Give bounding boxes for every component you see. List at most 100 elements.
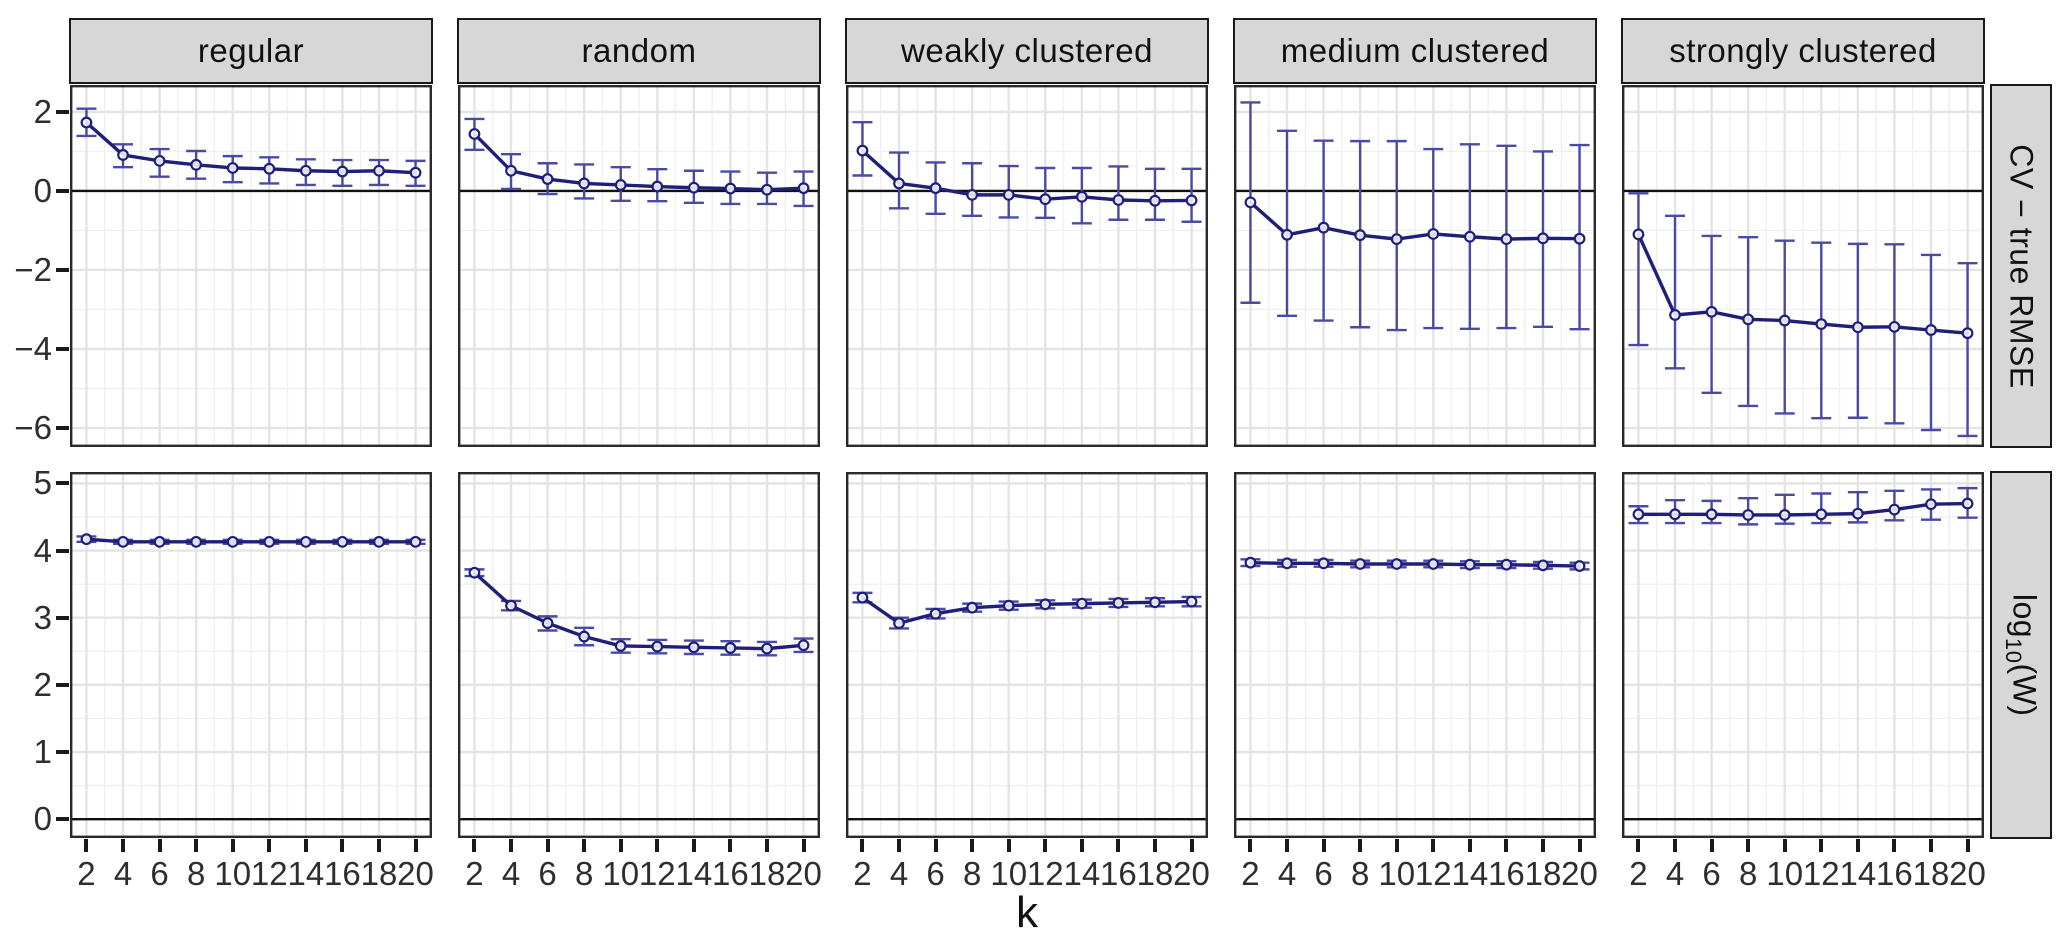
x-tick-label: 6: [1314, 855, 1333, 892]
x-tick-label: 8: [1738, 855, 1758, 892]
x-tick-label: 18: [360, 855, 398, 892]
data-point-marker: [1815, 508, 1828, 521]
data-point-marker: [1463, 230, 1476, 243]
data-point-marker: [1851, 321, 1864, 334]
data-point-marker: [1778, 314, 1791, 327]
error-bar: [1035, 166, 1056, 219]
data-point-marker: [1778, 509, 1791, 521]
data-point-marker: [1112, 194, 1125, 206]
x-tick-label: 8: [574, 855, 594, 892]
y-tick-mark: [56, 267, 69, 272]
x-tick-label: 12: [250, 855, 288, 892]
series-line: [1636, 501, 1970, 517]
x-tick-label: 10: [1378, 855, 1416, 892]
x-tick-mark: [860, 839, 865, 852]
data-point-marker: [373, 535, 385, 548]
data-point-marker: [1537, 232, 1549, 245]
data-point-marker: [153, 535, 166, 548]
y-tick-label: 2: [33, 92, 52, 130]
panel-plot: [70, 85, 432, 447]
x-tick-label: 10: [1766, 855, 1804, 892]
x-tick-label: 12: [638, 855, 676, 892]
data-point-marker: [1185, 194, 1198, 207]
facet-strip-row-label: CV − true RMSE: [2003, 143, 2040, 389]
x-tick-label: 2: [853, 855, 872, 892]
panel-log10(W)-random: [458, 472, 820, 838]
x-tick-label: 20: [397, 855, 434, 892]
y-tick-label: 1: [33, 733, 52, 771]
data-point-marker: [1112, 597, 1125, 609]
data-point-marker: [724, 182, 737, 195]
y-tick-mark: [56, 682, 69, 687]
y-tick-label: −6: [14, 409, 52, 447]
x-tick-label: 2: [465, 855, 484, 892]
x-tick-mark: [340, 839, 345, 852]
data-point-marker: [80, 116, 93, 129]
y-tick-label: 4: [33, 531, 52, 569]
x-tick-mark: [472, 839, 477, 852]
x-tick-label: 8: [1350, 855, 1370, 892]
x-tick-label: 16: [712, 855, 749, 892]
y-tick-mark: [56, 346, 69, 351]
x-tick-mark: [157, 839, 162, 852]
data-point-marker: [797, 182, 810, 195]
x-tick-mark: [1782, 839, 1787, 852]
x-tick-mark: [933, 839, 938, 852]
data-point-marker: [1705, 305, 1718, 318]
data-point-marker: [1039, 193, 1052, 206]
data-point-marker: [1632, 228, 1645, 241]
x-tick-mark: [1504, 839, 1509, 852]
data-point-marker: [1669, 309, 1681, 321]
data-point-marker: [1354, 229, 1367, 242]
x-tick-label: 14: [1063, 855, 1101, 892]
x-tick-label: 4: [501, 855, 521, 892]
y-tick-label: 2: [33, 665, 52, 703]
x-tick-label: 4: [889, 855, 909, 892]
x-tick-mark: [801, 839, 806, 852]
data-point-marker: [190, 158, 203, 171]
x-tick-label: 18: [1912, 855, 1950, 892]
error-bar: [1277, 129, 1298, 317]
x-tick-mark: [1636, 839, 1641, 852]
x-tick-label: 14: [1451, 855, 1489, 892]
data-point-marker: [578, 177, 591, 190]
data-point-marker: [856, 591, 869, 604]
facet-strip-row-0: CV − true RMSE: [1990, 84, 2052, 448]
data-point-marker: [614, 640, 627, 652]
error-bar: [1774, 239, 1795, 415]
data-point-marker: [1039, 598, 1052, 611]
x-tick-label: 4: [113, 855, 133, 892]
data-point-marker: [1888, 320, 1901, 333]
data-point-marker: [1390, 233, 1403, 246]
panel-plot: [1622, 472, 1984, 838]
error-bar: [1628, 192, 1649, 347]
facet-strip-col-4: strongly clustered: [1621, 18, 1985, 84]
data-point-marker: [1427, 228, 1440, 240]
x-axis-title: k: [1016, 888, 1038, 937]
data-point-marker: [409, 166, 422, 179]
data-point-marker: [856, 144, 869, 157]
data-point-marker: [1075, 597, 1088, 610]
x-tick-mark: [1006, 839, 1011, 852]
x-tick-mark: [1043, 839, 1048, 852]
x-tick-label: 18: [1136, 855, 1174, 892]
series-line: [1248, 560, 1582, 568]
x-tick-mark: [1285, 839, 1290, 852]
x-tick-label: 12: [1414, 855, 1452, 892]
panel-log10(W)-strongly clustered: [1622, 472, 1984, 838]
panel-plot: [846, 472, 1208, 838]
x-tick-mark: [1540, 839, 1545, 852]
data-point-marker: [117, 535, 129, 548]
data-point-marker: [541, 617, 554, 630]
data-point-marker: [1244, 556, 1257, 569]
data-point-marker: [153, 154, 166, 167]
data-point-marker: [505, 599, 517, 612]
x-tick-mark: [1965, 839, 1970, 852]
x-tick-mark: [1709, 839, 1714, 852]
x-tick-mark: [1248, 839, 1253, 852]
x-tick-label: 12: [1026, 855, 1064, 892]
y-tick-mark: [56, 426, 69, 431]
panel-CV − true RMSE-strongly clustered: [1622, 85, 1984, 447]
x-tick-mark: [1892, 839, 1897, 852]
x-tick-label: 6: [538, 855, 557, 892]
